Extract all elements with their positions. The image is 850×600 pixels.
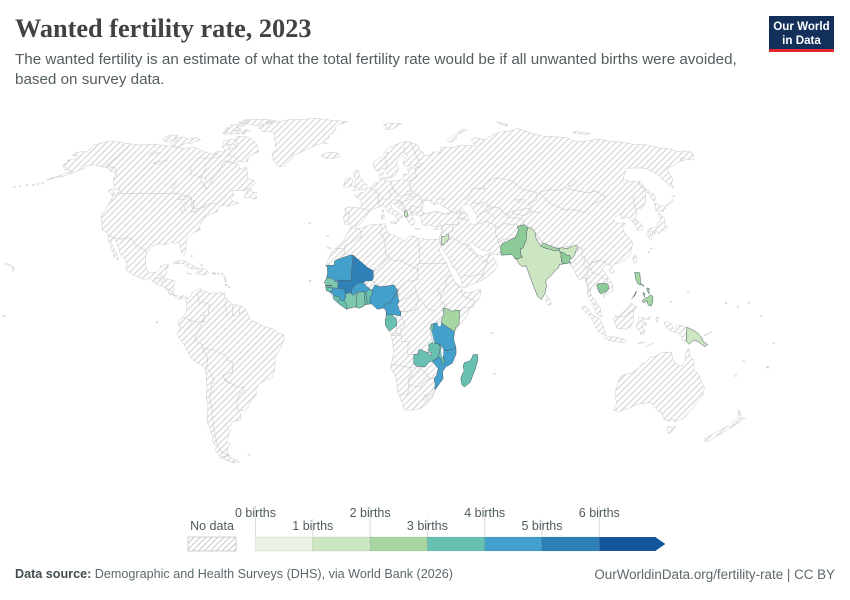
svg-text:5 births: 5 births bbox=[522, 519, 563, 533]
svg-text:4 births: 4 births bbox=[464, 506, 505, 520]
svg-text:No data: No data bbox=[190, 519, 234, 533]
svg-text:0 births: 0 births bbox=[235, 506, 276, 520]
svg-text:2 births: 2 births bbox=[350, 506, 391, 520]
svg-text:6 births: 6 births bbox=[579, 506, 620, 520]
svg-text:1 births: 1 births bbox=[292, 519, 333, 533]
svg-text:3 births: 3 births bbox=[407, 519, 448, 533]
